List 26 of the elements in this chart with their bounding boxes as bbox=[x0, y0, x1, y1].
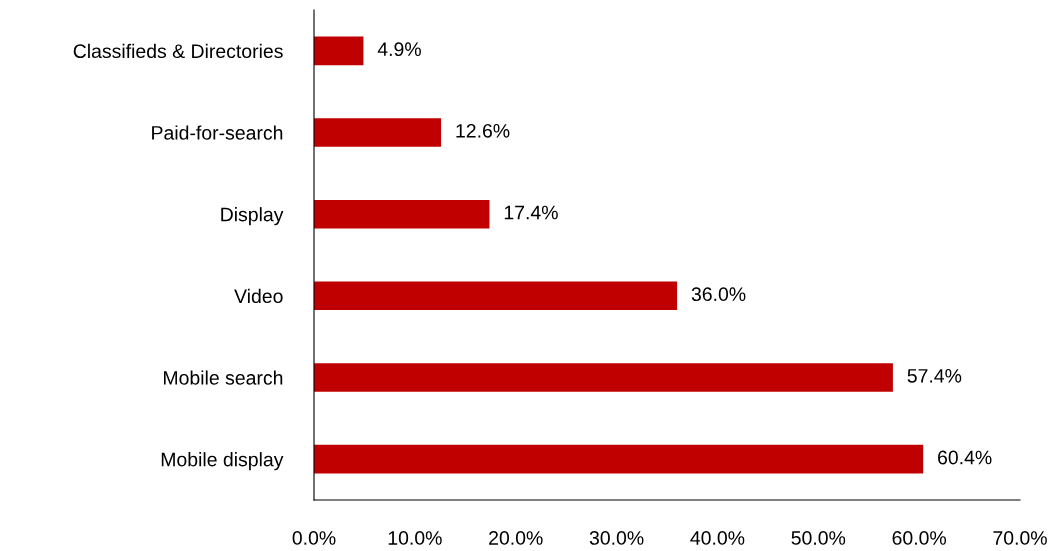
data-label: 12.6% bbox=[456, 123, 510, 138]
bar bbox=[314, 36, 364, 66]
y-tick-label: Classifieds & Directories bbox=[73, 43, 283, 59]
x-tick-label: 10.0% bbox=[388, 531, 442, 545]
y-tick-label: Mobile display bbox=[161, 452, 284, 471]
x-tick-label: 40.0% bbox=[690, 531, 745, 545]
y-tick-label: Mobile search bbox=[164, 370, 283, 385]
bar bbox=[314, 281, 678, 311]
x-tick-label: 30.0% bbox=[589, 531, 644, 545]
y-tick-label: Display bbox=[221, 207, 284, 226]
bar bbox=[314, 199, 490, 229]
data-label: 60.4% bbox=[938, 450, 992, 465]
data-label: 17.4% bbox=[504, 205, 558, 220]
x-tick-label: 20.0% bbox=[489, 531, 543, 545]
x-tick-label: 0.0% bbox=[292, 531, 336, 545]
data-label: 4.9% bbox=[377, 42, 421, 57]
data-label: 57.4% bbox=[907, 369, 962, 383]
bar bbox=[314, 444, 924, 474]
y-tick-label: Paid-for-search bbox=[152, 125, 283, 140]
x-tick-label: 70.0% bbox=[993, 531, 1047, 545]
x-tick-label: 50.0% bbox=[791, 531, 846, 545]
bar bbox=[314, 118, 442, 147]
data-label: 36.0% bbox=[691, 287, 746, 302]
y-tick-label: Video bbox=[234, 288, 283, 304]
bar bbox=[314, 363, 893, 392]
x-tick-label: 60.0% bbox=[892, 531, 947, 545]
